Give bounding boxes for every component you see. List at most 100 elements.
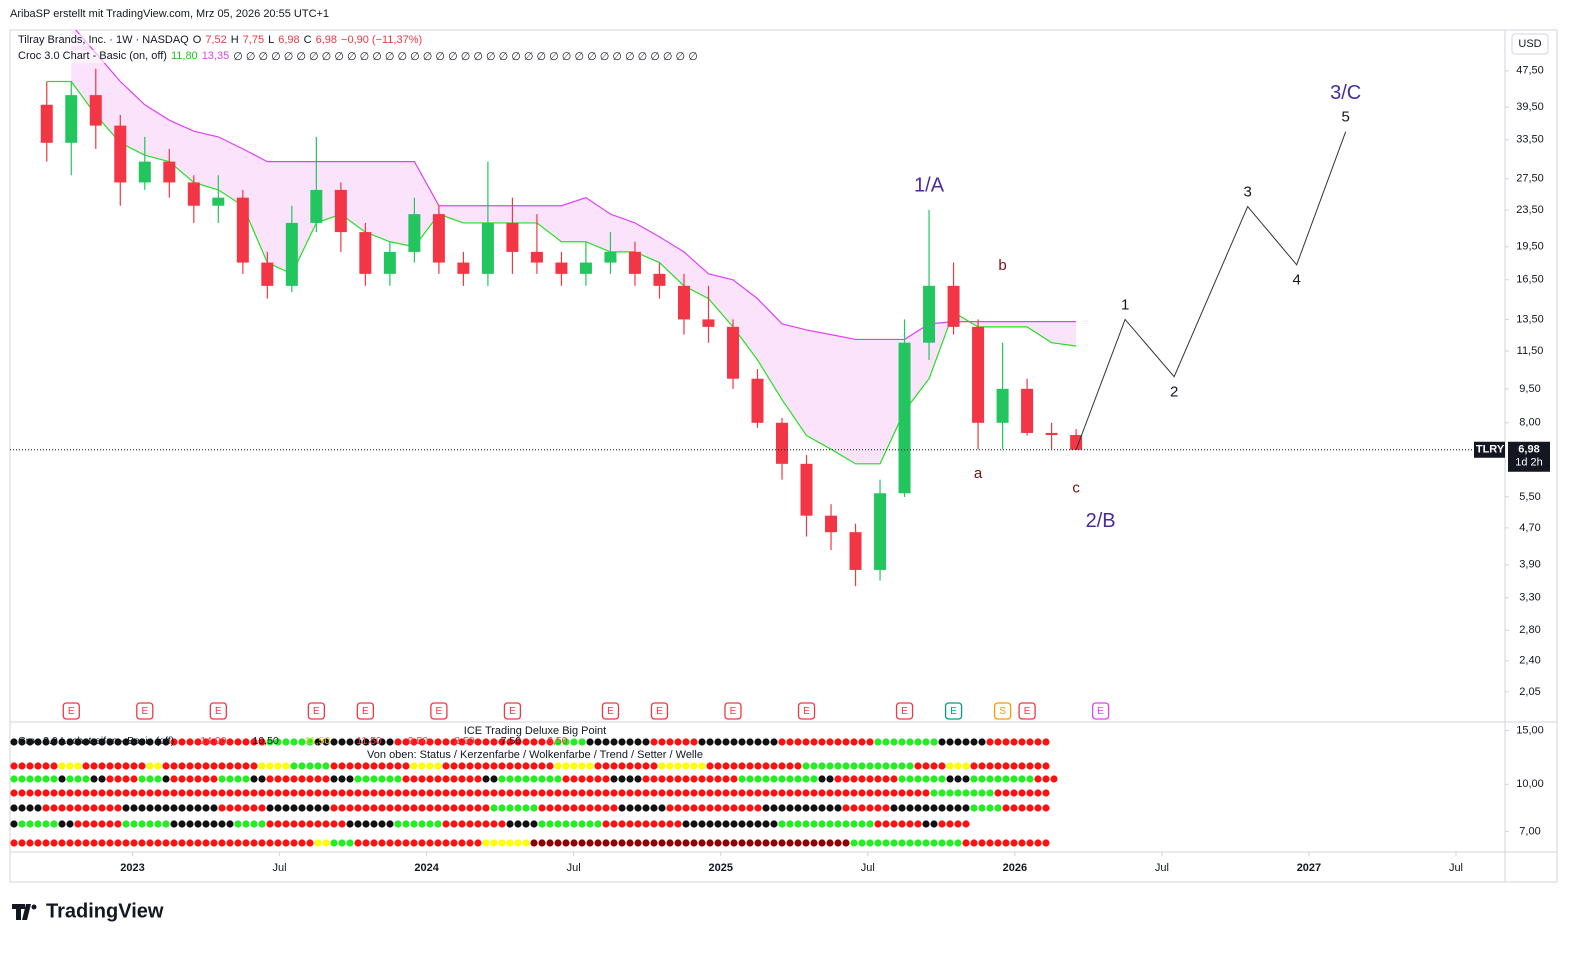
status-dot xyxy=(842,775,850,783)
legend-item: 6,98 xyxy=(278,34,300,46)
event-label: E xyxy=(141,706,148,717)
status-dot xyxy=(362,762,370,770)
status-dot xyxy=(930,789,938,797)
status-dot xyxy=(514,762,522,770)
status-dot xyxy=(754,762,762,770)
status-dot xyxy=(178,820,186,828)
status-dot xyxy=(114,738,122,746)
status-dot xyxy=(74,820,82,828)
status-dot xyxy=(218,820,226,828)
status-dot xyxy=(962,738,970,746)
status-dot xyxy=(138,775,146,783)
status-dot xyxy=(834,820,842,828)
candle-body xyxy=(653,273,666,286)
legend-item: 7,75 xyxy=(242,34,265,46)
currency-box[interactable] xyxy=(1511,33,1549,55)
status-dot xyxy=(42,789,50,797)
status-dot xyxy=(898,820,906,828)
status-dot xyxy=(898,762,906,770)
status-dot xyxy=(906,762,914,770)
status-dot xyxy=(890,804,898,812)
status-dot xyxy=(490,804,498,812)
status-dot xyxy=(202,789,210,797)
event-label: E xyxy=(215,706,222,717)
status-dot xyxy=(938,775,946,783)
candle-body xyxy=(506,222,519,252)
status-dot xyxy=(866,820,874,828)
credit: AribaSP erstellt mit TradingView.com, Mr… xyxy=(10,8,329,20)
status-dot xyxy=(698,762,706,770)
status-dot xyxy=(82,804,90,812)
status-dot xyxy=(714,762,722,770)
status-dot xyxy=(170,820,178,828)
status-dot xyxy=(234,775,242,783)
status-dot xyxy=(698,789,706,797)
status-dot xyxy=(658,839,666,847)
status-dot xyxy=(826,820,834,828)
status-dot xyxy=(266,775,274,783)
status-dot xyxy=(330,738,338,746)
status-dot xyxy=(706,738,714,746)
status-dot xyxy=(962,775,970,783)
candle-body xyxy=(751,378,764,423)
status-dot xyxy=(1034,738,1042,746)
status-dot xyxy=(546,839,554,847)
status-dot xyxy=(426,762,434,770)
status-dot xyxy=(314,789,322,797)
status-dot xyxy=(698,820,706,828)
status-dot xyxy=(522,820,530,828)
status-dot xyxy=(362,820,370,828)
status-dot xyxy=(26,738,34,746)
status-dot xyxy=(522,789,530,797)
candle-body xyxy=(923,285,936,343)
status-dot xyxy=(274,775,282,783)
status-dot xyxy=(962,820,970,828)
status-dot xyxy=(410,839,418,847)
status-dot xyxy=(658,738,666,746)
status-dot xyxy=(266,820,274,828)
status-dot xyxy=(962,789,970,797)
status-dot xyxy=(450,839,458,847)
event-marker xyxy=(503,702,522,720)
status-dot xyxy=(346,820,354,828)
status-dot xyxy=(778,775,786,783)
status-dot xyxy=(434,789,442,797)
status-dot xyxy=(498,762,506,770)
status-dot xyxy=(722,762,730,770)
status-dot xyxy=(386,839,394,847)
status-dot xyxy=(650,839,658,847)
status-dot xyxy=(770,762,778,770)
y-tick-label: 9,50 xyxy=(1519,383,1540,395)
candle-body xyxy=(310,189,323,223)
status-dot xyxy=(930,762,938,770)
status-dot xyxy=(1034,775,1042,783)
status-dot xyxy=(698,738,706,746)
status-dot xyxy=(458,804,466,812)
status-dot xyxy=(842,789,850,797)
status-dot xyxy=(186,804,194,812)
status-dot xyxy=(578,738,586,746)
status-dot xyxy=(10,775,18,783)
status-dot xyxy=(162,762,170,770)
status-dot xyxy=(634,775,642,783)
status-dot xyxy=(514,789,522,797)
status-dot xyxy=(738,775,746,783)
status-dot xyxy=(610,762,618,770)
status-dot xyxy=(682,789,690,797)
status-dot xyxy=(490,820,498,828)
status-dot xyxy=(570,738,578,746)
status-dot xyxy=(202,762,210,770)
status-dot xyxy=(402,775,410,783)
status-dot xyxy=(58,804,66,812)
status-dot xyxy=(482,789,490,797)
status-dot xyxy=(402,839,410,847)
status-dot xyxy=(706,762,714,770)
status-dot xyxy=(442,738,450,746)
status-dot xyxy=(210,789,218,797)
candle-body xyxy=(800,463,813,516)
status-dot xyxy=(970,738,978,746)
status-dot xyxy=(1026,738,1034,746)
status-dot xyxy=(354,804,362,812)
status-dot xyxy=(594,804,602,812)
legend-item: C xyxy=(303,34,312,46)
